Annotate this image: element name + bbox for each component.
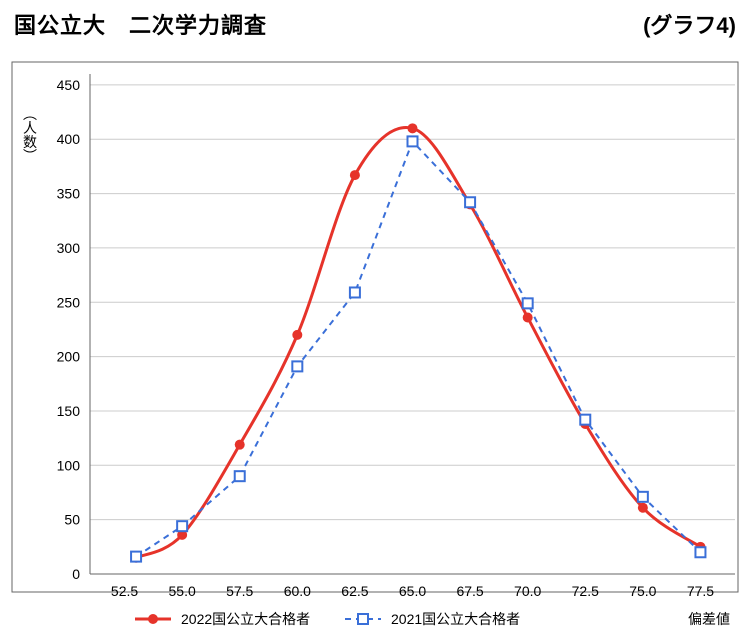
y-tick-label: 450	[57, 77, 81, 93]
y-tick-label: 400	[57, 131, 81, 147]
series-marker	[523, 298, 533, 308]
y-tick-label: 50	[64, 512, 80, 528]
series-marker	[523, 312, 533, 322]
series-marker	[638, 503, 648, 513]
chart-header: 国公立大 二次学力調査 (グラフ4)	[0, 0, 750, 44]
y-tick-label: 150	[57, 403, 81, 419]
y-tick-label: 250	[57, 294, 81, 310]
x-tick-label: 52.5	[111, 583, 138, 599]
series-marker	[235, 471, 245, 481]
y-axis-unit: （人数）	[22, 107, 38, 163]
series-marker	[350, 170, 360, 180]
y-tick-label: 200	[57, 349, 81, 365]
x-tick-label: 67.5	[456, 583, 483, 599]
x-tick-label: 77.5	[687, 583, 714, 599]
x-tick-label: 62.5	[341, 583, 368, 599]
y-tick-label: 350	[57, 186, 81, 202]
legend-label: 2022国公立大合格者	[181, 611, 310, 627]
chart-area: 0 50 100 150 200 250 300 350 400 450 （人数） 52.5 55.0 5…	[0, 44, 750, 634]
y-tick-label: 300	[57, 240, 81, 256]
chart-svg: 0 50 100 150 200 250 300 350 400 450 （人数） 52.5 55.0 5…	[0, 44, 750, 634]
series-line	[136, 141, 700, 556]
series-marker	[177, 521, 187, 531]
x-tick-label: 57.5	[226, 583, 253, 599]
x-tick-label: 70.0	[514, 583, 541, 599]
series-marker	[235, 440, 245, 450]
x-tick-label: 75.0	[629, 583, 656, 599]
graph-number: (グラフ4)	[643, 8, 736, 40]
chart-legend: 2022国公立大合格者 2021国公立大合格者 偏差値	[135, 611, 730, 627]
series-line	[136, 128, 700, 558]
series-marker	[350, 287, 360, 297]
x-axis-label: 偏差値	[688, 611, 730, 627]
y-tick-label: 100	[57, 457, 81, 473]
series-marker	[408, 123, 418, 133]
series-marker	[408, 136, 418, 146]
series-marker	[580, 415, 590, 425]
series-marker	[638, 492, 648, 502]
series-marker	[131, 552, 141, 562]
x-tick-label: 72.5	[572, 583, 599, 599]
series-marker	[292, 361, 302, 371]
series-marker	[465, 197, 475, 207]
chart-title: 国公立大 二次学力調査	[14, 8, 267, 40]
y-tick-label: 0	[72, 566, 80, 582]
x-tick-label: 55.0	[169, 583, 196, 599]
x-tick-label: 65.0	[399, 583, 426, 599]
series-marker	[292, 330, 302, 340]
legend-label: 2021国公立大合格者	[391, 611, 520, 627]
series-marker	[695, 547, 705, 557]
x-tick-label: 60.0	[284, 583, 311, 599]
